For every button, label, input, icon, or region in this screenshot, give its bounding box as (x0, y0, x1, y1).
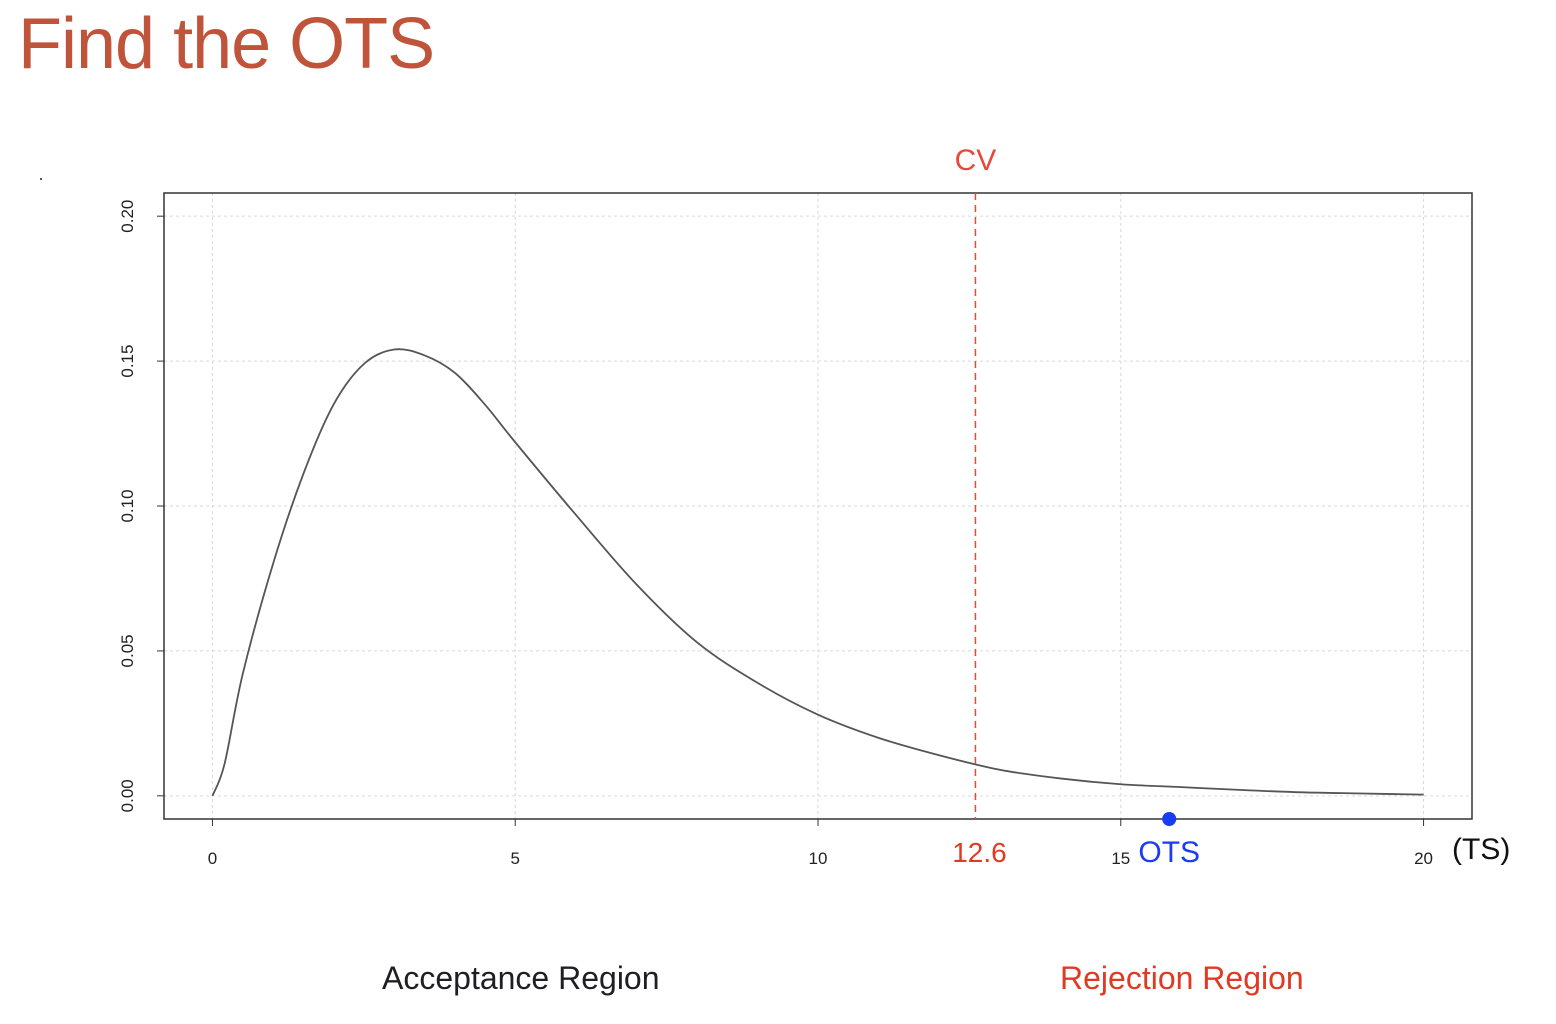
critical-value-layer: CV 12.6 (952, 144, 1007, 868)
x-tick-label-1: 5 (510, 849, 519, 868)
page-title: Find the OTS (18, 4, 435, 84)
grid-layer (164, 193, 1472, 819)
y-tick-label-1: 0.05 (118, 634, 137, 667)
density-curve-0 (211, 348, 1424, 797)
y-tick-label-2: 0.10 (118, 489, 137, 522)
cv-value-label: 12.6 (952, 837, 1007, 868)
y-tick-label-4: 0.20 (118, 200, 137, 233)
y-tick-label-0: 0.00 (118, 779, 137, 812)
x-tick-label-4: 20 (1414, 849, 1433, 868)
x-tick-label-0: 0 (208, 849, 217, 868)
ots-label: OTS (1138, 836, 1200, 869)
ots-layer: OTS (1138, 812, 1200, 869)
cv-label: CV (955, 144, 997, 177)
axis-ticks: 0 5 10 15 20 0.00 0.05 0.10 0.15 0.20 (TS) (118, 200, 1510, 868)
rejection-region-label: Rejection Region (1060, 960, 1304, 996)
x-axis-label: (TS) (1452, 833, 1510, 866)
stray-dot (40, 178, 42, 180)
ots-point (1162, 812, 1177, 826)
curve-layer (211, 348, 1424, 797)
y-tick-label-3: 0.15 (118, 345, 137, 378)
x-tick-label-3: 15 (1111, 849, 1130, 868)
acceptance-region-label: Acceptance Region (382, 960, 660, 996)
x-tick-label-2: 10 (809, 849, 828, 868)
